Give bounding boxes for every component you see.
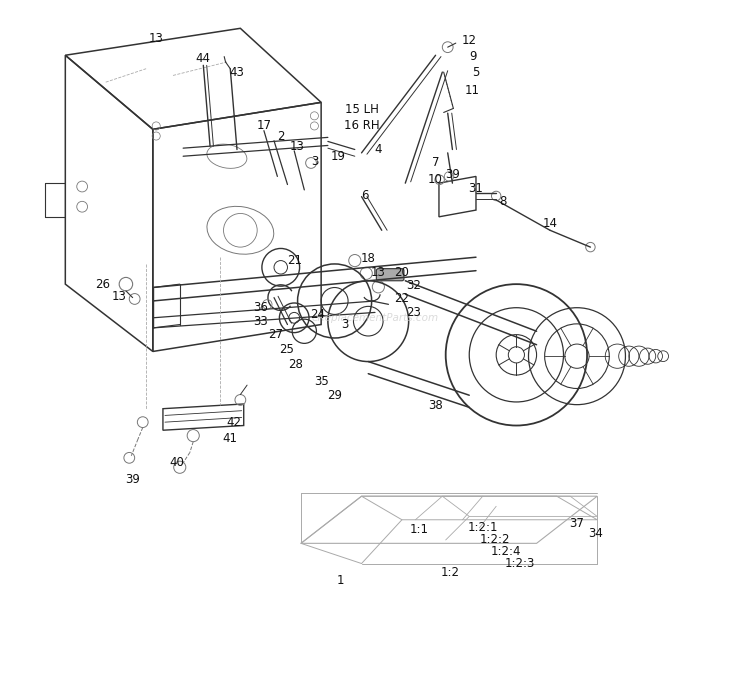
FancyBboxPatch shape	[376, 268, 404, 281]
Text: 11: 11	[465, 84, 480, 97]
Text: 5: 5	[472, 66, 480, 78]
Text: 7: 7	[432, 156, 439, 170]
Text: 13: 13	[112, 290, 127, 303]
Text: 28: 28	[288, 358, 303, 371]
Text: 18: 18	[361, 252, 376, 265]
Text: 3: 3	[310, 155, 318, 168]
Text: 25: 25	[279, 343, 293, 356]
Text: 20: 20	[394, 266, 410, 279]
Text: 31: 31	[469, 182, 484, 195]
Text: 36: 36	[253, 301, 268, 314]
Text: 13: 13	[290, 141, 305, 153]
Text: 1: 1	[336, 574, 344, 587]
Text: 3: 3	[341, 318, 349, 331]
Text: eReplacementParts.com: eReplacementParts.com	[311, 313, 439, 323]
Text: 10: 10	[428, 173, 443, 187]
Text: 39: 39	[445, 168, 460, 181]
Text: 1:1: 1:1	[410, 523, 428, 536]
Text: 1:2:1: 1:2:1	[467, 521, 498, 534]
Text: 9: 9	[469, 50, 476, 63]
Text: 4: 4	[374, 143, 382, 156]
Text: 6: 6	[362, 189, 369, 201]
Text: 24: 24	[310, 308, 326, 321]
Text: 1:2:4: 1:2:4	[491, 545, 521, 558]
Text: 15 LH: 15 LH	[344, 103, 379, 116]
Text: 43: 43	[230, 66, 244, 78]
Text: 35: 35	[314, 375, 328, 388]
Text: 40: 40	[169, 456, 184, 469]
Text: 41: 41	[223, 433, 238, 445]
Text: 13: 13	[371, 266, 386, 279]
Text: 16 RH: 16 RH	[344, 119, 380, 132]
Text: 14: 14	[542, 217, 557, 230]
Text: 12: 12	[462, 34, 477, 47]
Text: 27: 27	[268, 328, 283, 341]
Text: 8: 8	[500, 195, 506, 208]
Text: 2: 2	[277, 130, 284, 143]
Text: 37: 37	[569, 516, 584, 529]
Text: 42: 42	[226, 416, 241, 429]
Text: 29: 29	[327, 389, 342, 402]
Text: 33: 33	[254, 314, 268, 328]
Text: 21: 21	[286, 254, 302, 267]
Text: 34: 34	[589, 527, 603, 539]
Text: 1:2:3: 1:2:3	[505, 557, 535, 570]
Text: 39: 39	[125, 473, 140, 486]
Text: 23: 23	[406, 306, 422, 319]
Text: 13: 13	[148, 32, 164, 45]
Text: 17: 17	[256, 120, 272, 132]
Text: 44: 44	[196, 52, 211, 65]
Text: 32: 32	[406, 279, 422, 292]
Text: 1:2:2: 1:2:2	[479, 533, 510, 546]
Text: 1:2: 1:2	[441, 566, 460, 579]
Text: 26: 26	[94, 278, 110, 291]
Text: 38: 38	[428, 399, 443, 412]
Text: 19: 19	[331, 149, 346, 163]
Text: 22: 22	[394, 293, 410, 306]
